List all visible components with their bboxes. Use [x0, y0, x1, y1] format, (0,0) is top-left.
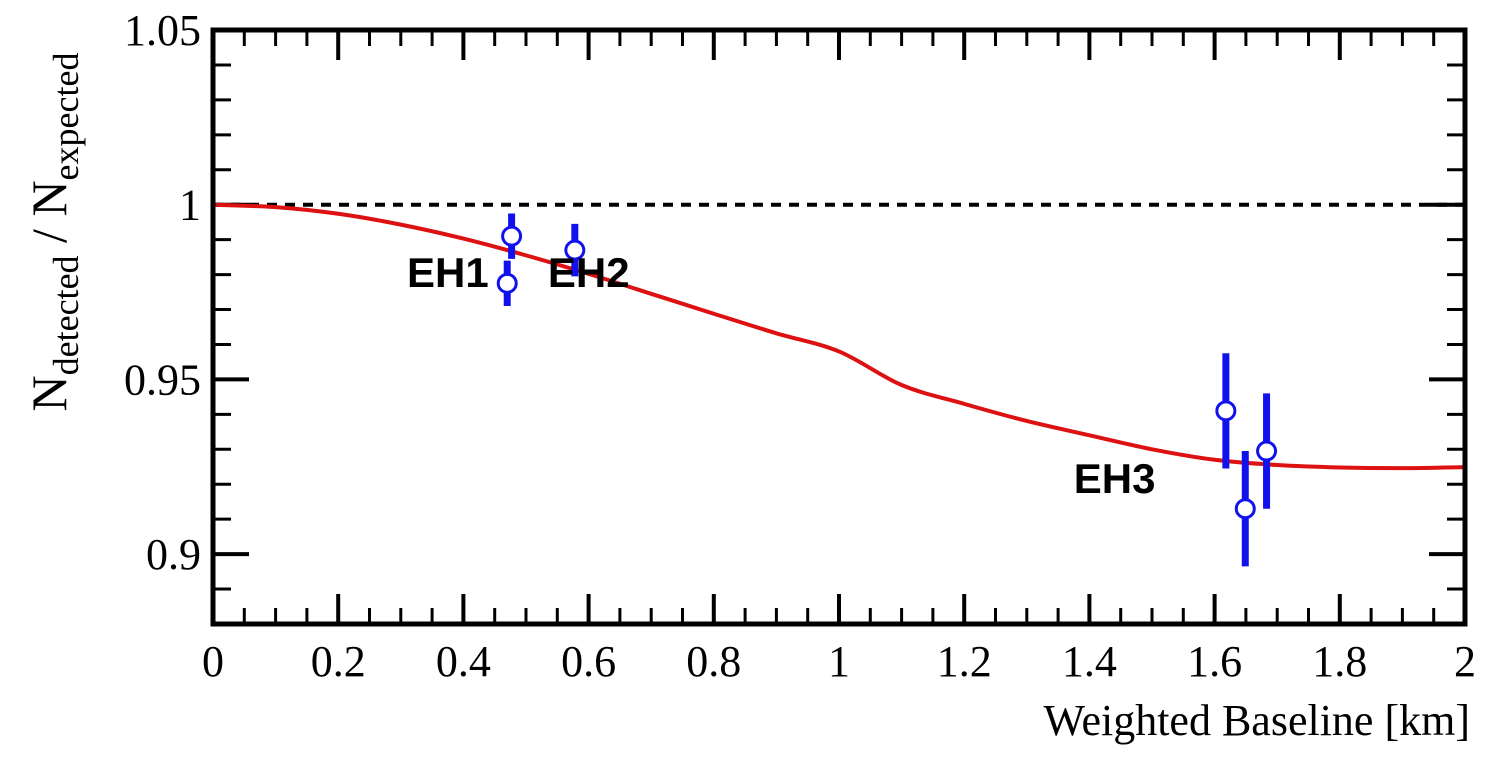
annotation-label: EH2: [548, 249, 630, 296]
plot-frame: [210, 27, 1468, 627]
fit-curve-layer: [212, 202, 1466, 471]
y-axis-title-numerator: detected: [46, 255, 86, 375]
data-point: [496, 272, 518, 294]
y-axis-title: Ndetected / Nexpected: [21, 53, 86, 412]
x-tick-label: 0.6: [561, 637, 616, 686]
y-axis-title-base: N: [21, 375, 77, 411]
data-point: [1215, 400, 1237, 422]
annotations: EH1 EH2 EH3: [407, 249, 1155, 502]
x-tick-label: 0.2: [311, 637, 366, 686]
x-tick-labels: 0 0.2 0.4 0.6 0.8 1 1.2 1.4 1.6 1.8 2: [202, 637, 1476, 686]
y-axis-title-denominator: expected: [46, 53, 86, 181]
x-tick-label: 0.4: [436, 637, 491, 686]
annotation-label: EH1: [407, 249, 489, 296]
y-axis-title-base-2: N: [21, 180, 77, 216]
data-point: [1234, 498, 1256, 520]
y-tick-labels: 0.9 0.95 1 1.05: [124, 6, 201, 579]
minor-ticks: [213, 30, 1465, 626]
x-tick-label: 1.6: [1187, 637, 1242, 686]
major-ticks: [211, 28, 1467, 624]
data-point: [501, 225, 523, 247]
x-tick-label: 1: [828, 637, 850, 686]
x-tick-label: 1.8: [1312, 637, 1367, 686]
y-tick-label: 0.9: [146, 530, 201, 579]
x-tick-label: 0.8: [686, 637, 741, 686]
annotation-label: EH3: [1074, 455, 1156, 502]
x-axis-title: Weighted Baseline [km]: [1043, 696, 1470, 745]
x-tick-label: 0: [202, 637, 224, 686]
y-tick-label: 0.95: [124, 355, 201, 404]
y-tick-label: 1: [179, 181, 201, 230]
y-axis-title-separator: /: [21, 217, 77, 256]
fit-curve: [212, 202, 1466, 471]
data-points-layer: [496, 213, 1278, 567]
x-tick-label: 1.4: [1062, 637, 1117, 686]
y-tick-label: 1.05: [124, 6, 201, 55]
data-point: [1256, 440, 1278, 462]
data-point: [564, 239, 586, 261]
x-tick-label: 1.2: [937, 637, 992, 686]
x-tick-label: 2: [1454, 637, 1476, 686]
